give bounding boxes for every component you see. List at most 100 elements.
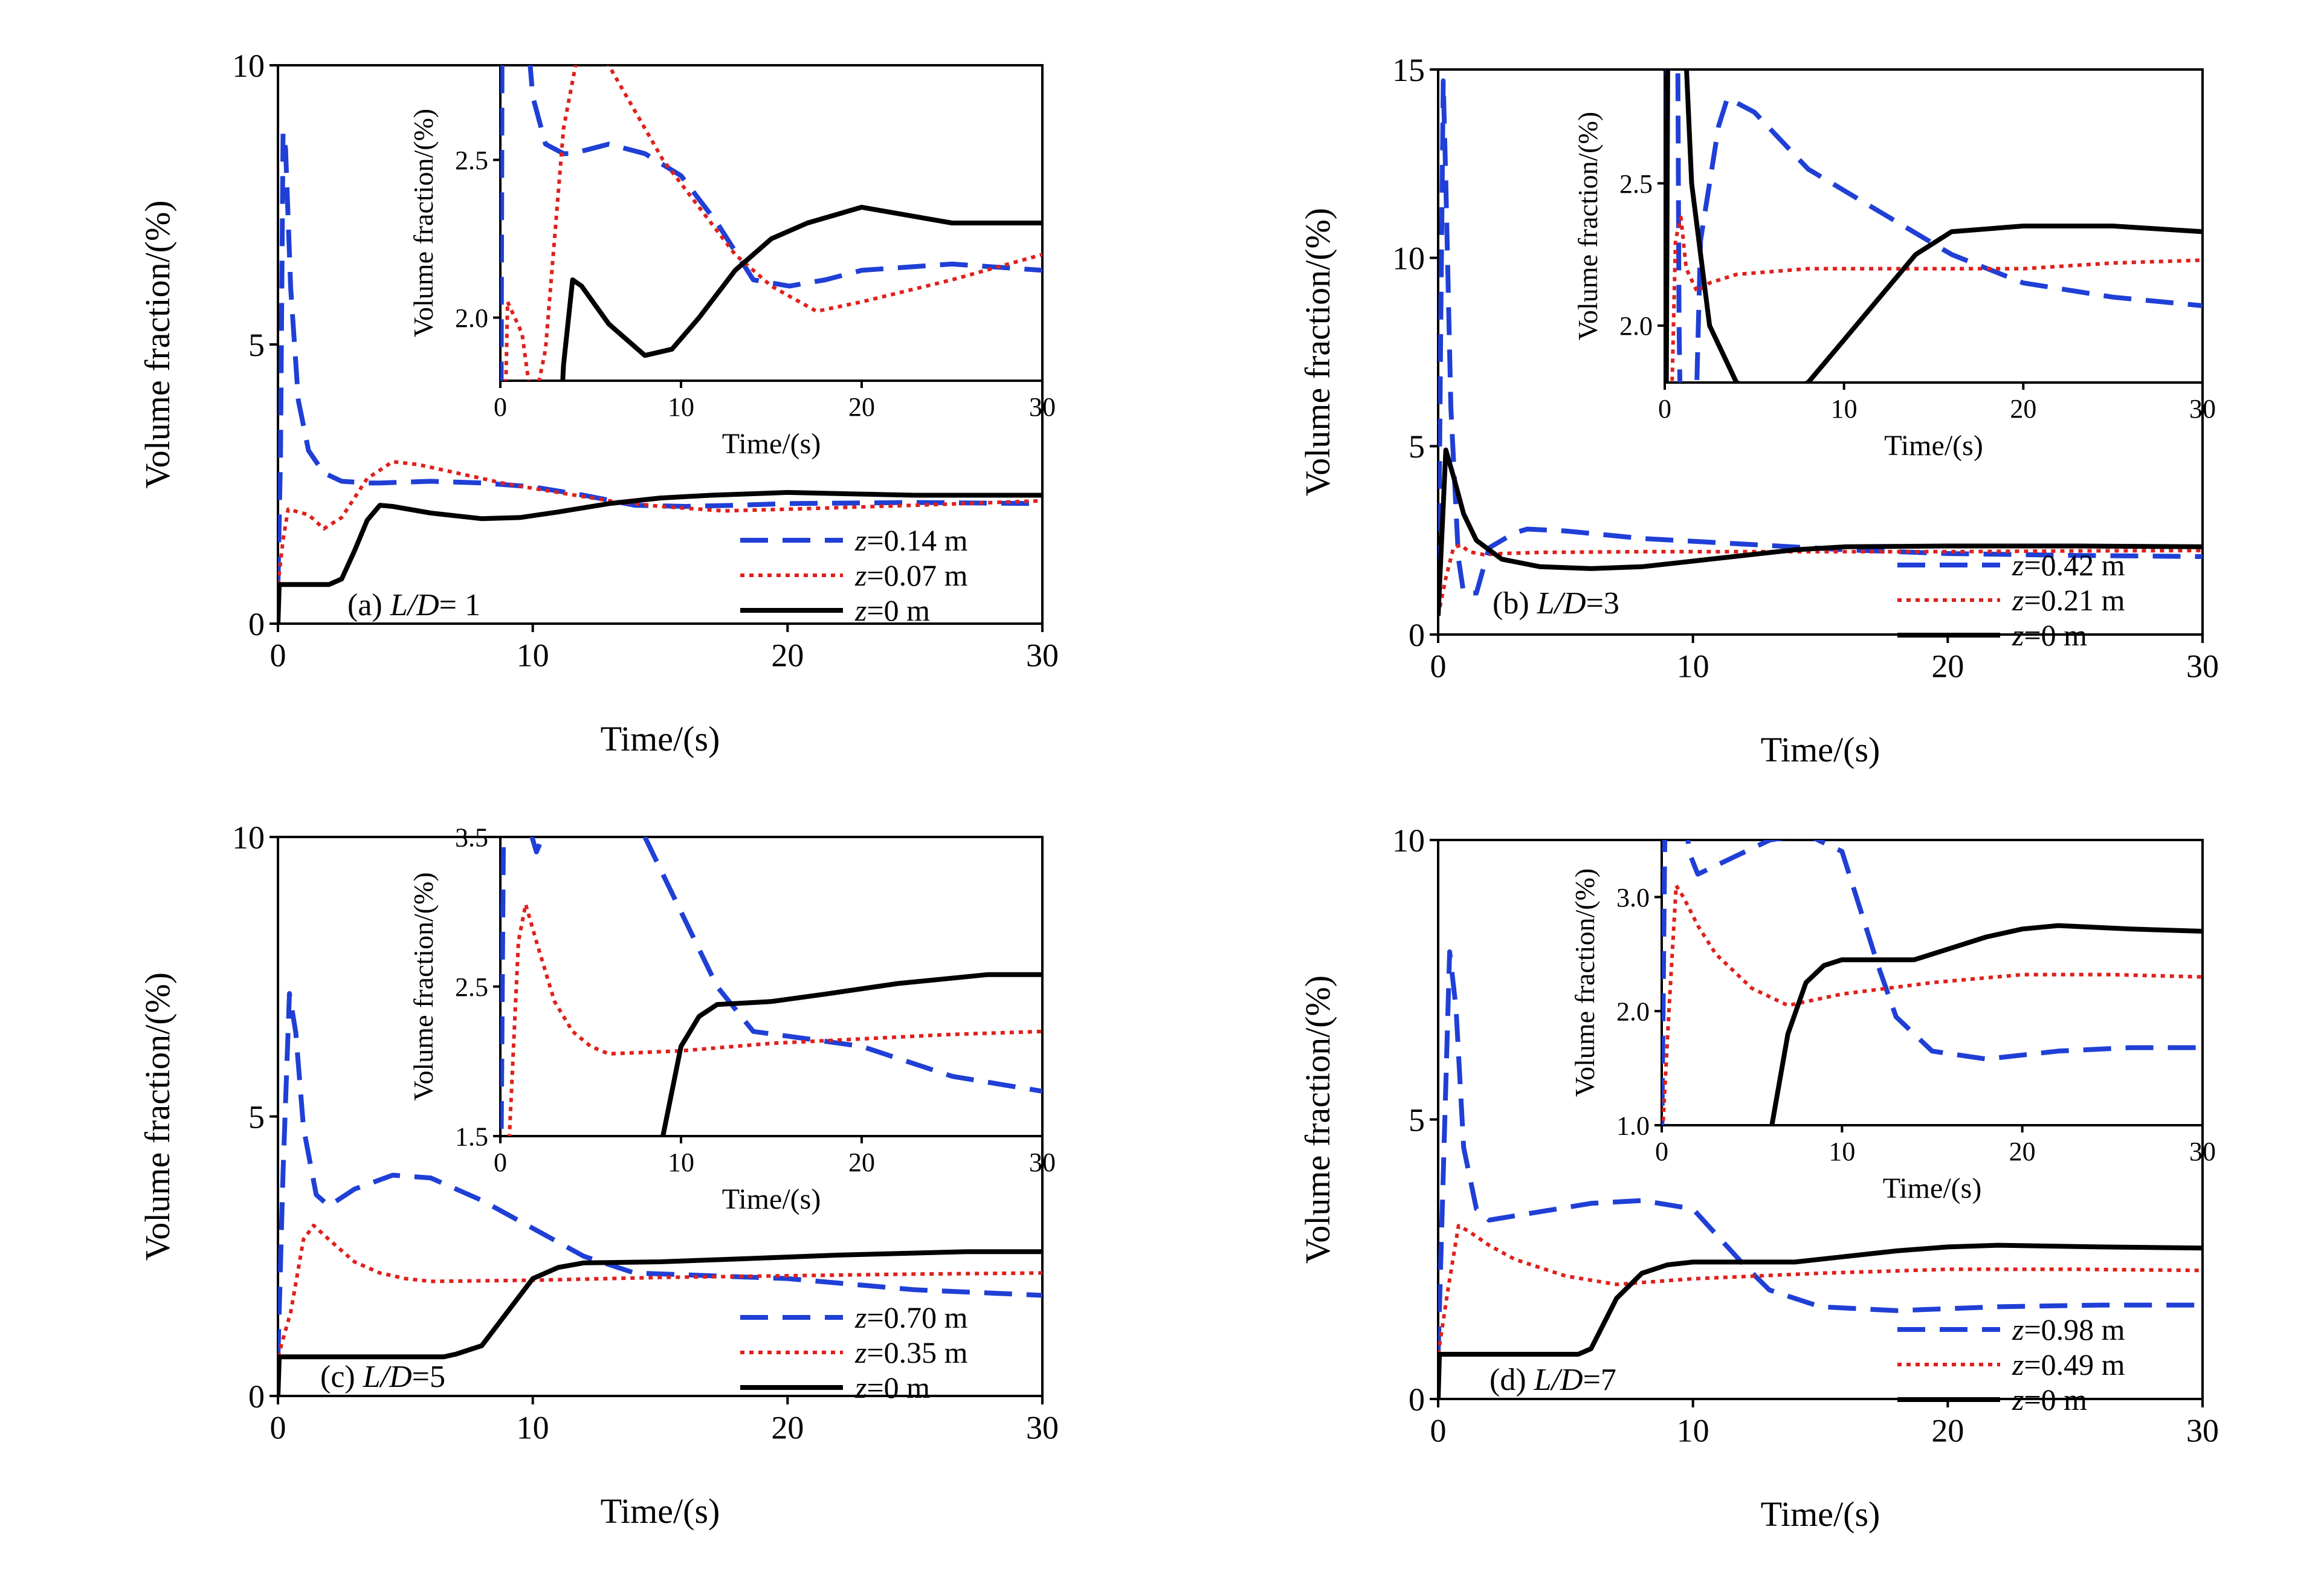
legend-label-var: z: [2012, 1383, 2024, 1417]
inset-xtick-label: 10: [668, 392, 694, 422]
main-ytick-label: 0: [1409, 617, 1425, 653]
main-series-line-dash: [278, 129, 1042, 585]
caption-prefix: (b): [1493, 586, 1537, 621]
caption-var: L/D: [390, 588, 439, 622]
inset-xtick-label: 20: [848, 1148, 875, 1177]
main-ytick-label: 5: [1409, 1102, 1425, 1138]
main-xtick-label: 30: [2186, 648, 2219, 685]
inset-xtick-label: 10: [668, 1148, 694, 1177]
main-xtick-label: 0: [270, 638, 286, 674]
legend-label-value: =0 m: [867, 1371, 930, 1404]
main-ytick-label: 15: [1392, 52, 1425, 88]
inset-a: 0 10 20 30 2.0 2.5 Time/(s) Volume fraction/(%): [408, 64, 1056, 460]
inset-series-line-solid: [1665, 69, 2203, 383]
legend-label: z=0.70 m: [854, 1300, 968, 1334]
main-xtick-label: 20: [771, 638, 804, 674]
inset-xlabel: Time/(s): [1883, 1172, 1982, 1204]
caption-value: =5: [412, 1360, 445, 1394]
inset-ytick-label: 1.0: [1616, 1111, 1650, 1140]
main-ytick-label: 5: [1409, 428, 1425, 465]
legend-label-value: =0.98 m: [2024, 1313, 2125, 1346]
legend-label: z=0.07 m: [854, 558, 968, 592]
panel-caption: (c) L/D=5: [320, 1360, 445, 1394]
main-series-line-dash: [278, 991, 1042, 1357]
inset-xtick-label: 20: [2010, 394, 2036, 424]
main-ytick-label: 0: [248, 1378, 265, 1415]
legend-label: z=0 m: [2012, 1383, 2087, 1417]
inset-c: 0 10 20 30 1.5 2.5 3.5 Time/(s) Volume fraction/…: [408, 822, 1056, 1215]
main-series-group: [1438, 78, 2203, 616]
main-xlabel: Time/(s): [601, 719, 720, 758]
legend-label-value: =0 m: [2024, 618, 2087, 652]
legend-label: z=0 m: [854, 593, 930, 627]
inset-series-line-solid: [660, 972, 1042, 1136]
inset-series-group: [500, 65, 1042, 381]
main-series-group: [278, 129, 1042, 624]
inset-xtick-label: 0: [494, 392, 507, 422]
legend-label-var: z: [2012, 548, 2024, 582]
main-xtick-label: 0: [270, 1410, 286, 1446]
legend-label-var: z: [854, 1371, 867, 1404]
legend-label-var: z: [2012, 1313, 2024, 1346]
legend-label-var: z: [854, 1300, 867, 1334]
inset-xtick-label: 30: [2189, 394, 2216, 424]
inset-xlabel: Time/(s): [722, 428, 821, 460]
inset-background: [1662, 840, 2203, 1125]
inset-series-group: [1665, 69, 2203, 383]
inset-ytick-label: 2.5: [1619, 169, 1653, 199]
inset-ytick-label: 1.5: [455, 1122, 488, 1151]
inset-frame: [1661, 839, 2204, 1126]
main-series-line-dash: [1438, 949, 2203, 1355]
main-series-line-solid: [1438, 1242, 2203, 1399]
main-ytick-label: 5: [248, 327, 265, 363]
inset-ytick-label: 2.5: [455, 972, 488, 1002]
panel-a: 0 10 20 30 0 5 10 Time/(s) Volume fraction/(%) 0 1…: [138, 48, 1059, 758]
main-xtick-label: 10: [1677, 648, 1709, 685]
legend-label-value: =0.07 m: [867, 558, 967, 592]
inset-ylabel: Volume fraction/(%): [408, 872, 439, 1101]
legend-label-value: =0.21 m: [2024, 583, 2125, 617]
main-xtick-label: 10: [517, 1410, 549, 1446]
inset-xlabel: Time/(s): [722, 1183, 821, 1215]
legend-label: z=0 m: [2012, 618, 2087, 652]
caption-value: = 1: [439, 588, 480, 622]
main-xlabel: Time/(s): [1761, 730, 1880, 769]
caption-prefix: (c): [320, 1360, 363, 1394]
main-xtick-label: 30: [1026, 1410, 1059, 1446]
main-ytick-label: 10: [232, 819, 265, 856]
panel-caption: (b) L/D=3: [1493, 586, 1619, 621]
legend-label: z=0 m: [854, 1371, 930, 1404]
caption-var: L/D: [1534, 1363, 1583, 1397]
caption-prefix: (a): [347, 588, 390, 622]
legend-label: z=0.35 m: [854, 1336, 968, 1369]
legend-label-var: z: [854, 523, 867, 557]
inset-ytick-label: 3.0: [1616, 883, 1650, 913]
main-ylabel: Volume fraction/(%): [1298, 208, 1337, 496]
main-series-line-dot: [1438, 1224, 2203, 1355]
inset-xtick-label: 0: [494, 1148, 507, 1177]
main-ytick-label: 10: [232, 48, 265, 84]
caption-value: =7: [1583, 1363, 1616, 1397]
inset-background: [500, 837, 1042, 1136]
inset-xtick-label: 30: [1029, 1148, 1056, 1177]
inset-ylabel: Volume fraction/(%): [408, 109, 439, 338]
inset-xtick-label: 30: [1029, 392, 1056, 422]
main-ytick-label: 10: [1392, 822, 1425, 859]
main-ytick-label: 0: [1409, 1381, 1425, 1418]
inset-xlabel: Time/(s): [1884, 430, 1983, 462]
inset-xtick-label: 30: [2189, 1137, 2216, 1166]
main-ytick-label: 5: [248, 1099, 265, 1135]
inset-d: 0 10 20 30 1.0 2.0 3.0 Time/(s) Volume fraction/…: [1569, 839, 2216, 1204]
main-ytick-label: 10: [1392, 241, 1425, 277]
inset-xtick-label: 10: [1829, 1137, 1855, 1166]
main-series-line-solid: [1438, 447, 2203, 616]
main-series-group: [278, 991, 1042, 1396]
legend-label-value: =0 m: [867, 593, 930, 627]
inset-ytick-label: 2.5: [455, 146, 488, 175]
inset-ytick-label: 2.0: [455, 303, 488, 333]
inset-series-line-solid: [1769, 923, 2203, 1125]
main-xtick-label: 20: [1931, 648, 1964, 685]
panel-b: 0 10 20 30 0 5 10 15 Time/(s) Volume fraction/(%)…: [1298, 52, 2219, 769]
